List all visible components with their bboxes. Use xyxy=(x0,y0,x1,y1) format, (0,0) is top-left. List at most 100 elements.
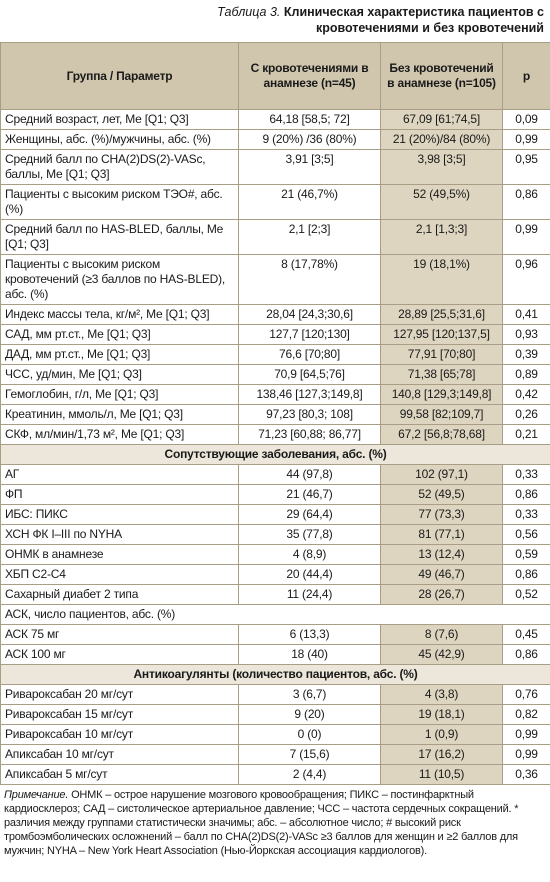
value-cell: 7 (15,6) xyxy=(238,744,381,765)
table-row: ФП 21 (46,7) 52 (49,5) 0,86 xyxy=(0,484,550,505)
header-cell: p xyxy=(502,42,550,110)
value-cell: 21 (46,7%) xyxy=(238,184,381,220)
parameter-cell: Пациенты с высоким риском ТЭО#, абс. (%) xyxy=(0,184,239,220)
table-row: АСК 75 мг 6 (13,3) 8 (7,6) 0,45 xyxy=(0,624,550,645)
parameter-cell: ОНМК в анамнезе xyxy=(0,544,239,565)
value-cell: 45 (42,9) xyxy=(380,644,503,665)
parameter-cell: Гемоглобин, г/л, Me [Q1; Q3] xyxy=(0,384,239,405)
value-cell: 52 (49,5%) xyxy=(380,184,503,220)
value-cell: 71,38 [65;78] xyxy=(380,364,503,385)
parameter-cell: ДАД, мм рт.ст., Me [Q1; Q3] xyxy=(0,344,239,365)
value-cell: 0,09 xyxy=(502,109,550,130)
parameter-cell: Ривароксабан 10 мг/сут xyxy=(0,724,239,745)
value-cell: 21 (46,7) xyxy=(238,484,381,505)
table-row: Апиксабан 10 мг/сут 7 (15,6) 17 (16,2) 0,99 xyxy=(0,744,550,765)
value-cell: 19 (18,1) xyxy=(380,704,503,725)
value-cell: 67,09 [61;74,5] xyxy=(380,109,503,130)
value-cell: 0,21 xyxy=(502,424,550,445)
value-cell: 64,18 [58,5; 72] xyxy=(238,109,381,130)
table-row: Женщины, абс. (%)/мужчины, абс. (%) 9 (20… xyxy=(0,129,550,150)
table-row: САД, мм рт.ст., Me [Q1; Q3] 127,7 [120;13… xyxy=(0,324,550,345)
subgroup-label: АСК, число пациентов, абс. (%) xyxy=(0,604,550,625)
table: Группа / Параметр С кровотечениями в анам… xyxy=(0,42,550,785)
value-cell: 76,6 [70;80] xyxy=(238,344,381,365)
parameter-cell: ФП xyxy=(0,484,239,505)
value-cell: 0,45 xyxy=(502,624,550,645)
table-row: Ривароксабан 15 мг/сут 9 (20) 19 (18,1) 0,8… xyxy=(0,704,550,725)
table-row: СКФ, мл/мин/1,73 м², Me [Q1; Q3] 71,23 [6… xyxy=(0,424,550,445)
table-row: Гемоглобин, г/л, Me [Q1; Q3] 138,46 [127,… xyxy=(0,384,550,405)
header-row: Группа / Параметр С кровотечениями в анам… xyxy=(0,42,550,110)
parameter-cell: ЧСС, уд/мин, Me [Q1; Q3] xyxy=(0,364,239,385)
value-cell: 71,23 [60,88; 86,77] xyxy=(238,424,381,445)
table-row: Пациенты с высоким риском кровотечений (… xyxy=(0,254,550,305)
value-cell: 0,86 xyxy=(502,564,550,585)
value-cell: 11 (10,5) xyxy=(380,764,503,785)
value-cell: 138,46 [127,3;149,8] xyxy=(238,384,381,405)
table-row: Индекс массы тела, кг/м², Me [Q1; Q3] 28,… xyxy=(0,304,550,325)
value-cell: 0,86 xyxy=(502,184,550,220)
value-cell: 81 (77,1) xyxy=(380,524,503,545)
value-cell: 0,52 xyxy=(502,584,550,605)
header-cell: С кровотечениями в анамнезе (n=45) xyxy=(238,42,381,110)
value-cell: 28,04 [24,3;30,6] xyxy=(238,304,381,325)
parameter-cell: Пациенты с высоким риском кровотечений (… xyxy=(0,254,239,305)
value-cell: 28,89 [25,5;31,6] xyxy=(380,304,503,325)
value-cell: 44 (97,8) xyxy=(238,464,381,485)
value-cell: 4 (8,9) xyxy=(238,544,381,565)
parameter-cell: АСК 100 мг xyxy=(0,644,239,665)
table-row: ЧСС, уд/мин, Me [Q1; Q3] 70,9 [64,5;76] 71… xyxy=(0,364,550,385)
value-cell: 0,33 xyxy=(502,464,550,485)
table-row: Креатинин, ммоль/л, Me [Q1; Q3] 97,23 [80… xyxy=(0,404,550,425)
value-cell: 0,99 xyxy=(502,219,550,255)
table-row: Антикоагулянты (количество пациентов, аб… xyxy=(0,664,550,685)
value-cell: 127,7 [120;130] xyxy=(238,324,381,345)
value-cell: 0,76 xyxy=(502,684,550,705)
value-cell: 29 (64,4) xyxy=(238,504,381,525)
table-row: Средний возраст, лет, Me [Q1; Q3] 64,18 [… xyxy=(0,109,550,130)
value-cell: 0,95 xyxy=(502,149,550,185)
table-row: ИБС: ПИКС 29 (64,4) 77 (73,3) 0,33 xyxy=(0,504,550,525)
value-cell: 49 (46,7) xyxy=(380,564,503,585)
value-cell: 0,96 xyxy=(502,254,550,305)
table-row: Пациенты с высоким риском ТЭО#, абс. (%)… xyxy=(0,184,550,220)
parameter-cell: Индекс массы тела, кг/м², Me [Q1; Q3] xyxy=(0,304,239,325)
value-cell: 0,39 xyxy=(502,344,550,365)
value-cell: 0,33 xyxy=(502,504,550,525)
value-cell: 13 (12,4) xyxy=(380,544,503,565)
value-cell: 3,91 [3;5] xyxy=(238,149,381,185)
table-row: Сахарный диабет 2 типа 11 (24,4) 28 (26,7)… xyxy=(0,584,550,605)
value-cell: 20 (44,4) xyxy=(238,564,381,585)
value-cell: 21 (20%)/84 (80%) xyxy=(380,129,503,150)
value-cell: 67,2 [56,8;78,68] xyxy=(380,424,503,445)
value-cell: 6 (13,3) xyxy=(238,624,381,645)
section-heading: Сопутствующие заболевания, абс. (%) xyxy=(0,444,550,465)
value-cell: 0,26 xyxy=(502,404,550,425)
caption-text: Клиническая характеристика пациентов с к… xyxy=(283,5,544,35)
value-cell: 2 (4,4) xyxy=(238,764,381,785)
value-cell: 28 (26,7) xyxy=(380,584,503,605)
table-row: АСК, число пациентов, абс. (%) xyxy=(0,604,550,625)
value-cell: 9 (20) xyxy=(238,704,381,725)
value-cell: 0,93 xyxy=(502,324,550,345)
table-row: Сопутствующие заболевания, абс. (%) xyxy=(0,444,550,465)
value-cell: 0,99 xyxy=(502,129,550,150)
parameter-cell: АСК 75 мг xyxy=(0,624,239,645)
value-cell: 9 (20%) /36 (80%) xyxy=(238,129,381,150)
parameter-cell: Апиксабан 5 мг/сут xyxy=(0,764,239,785)
parameter-cell: Апиксабан 10 мг/сут xyxy=(0,744,239,765)
value-cell: 3,98 [3;5] xyxy=(380,149,503,185)
section-heading: Антикоагулянты (количество пациентов, аб… xyxy=(0,664,550,685)
value-cell: 0,99 xyxy=(502,744,550,765)
parameter-cell: Ривароксабан 20 мг/сут xyxy=(0,684,239,705)
value-cell: 18 (40) xyxy=(238,644,381,665)
table-row: Апиксабан 5 мг/сут 2 (4,4) 11 (10,5) 0,36 xyxy=(0,764,550,785)
footnote: Примечание. ОНМК – острое нарушение мозг… xyxy=(0,785,550,861)
value-cell: 52 (49,5) xyxy=(380,484,503,505)
value-cell: 0,56 xyxy=(502,524,550,545)
value-cell: 0,59 xyxy=(502,544,550,565)
table-row: ХСН ФК I–III по NYHA 35 (77,8) 81 (77,1) 0,… xyxy=(0,524,550,545)
header-cell: Без кровотечений в анамнезе (n=105) xyxy=(380,42,503,110)
table-row: АСК 100 мг 18 (40) 45 (42,9) 0,86 xyxy=(0,644,550,665)
